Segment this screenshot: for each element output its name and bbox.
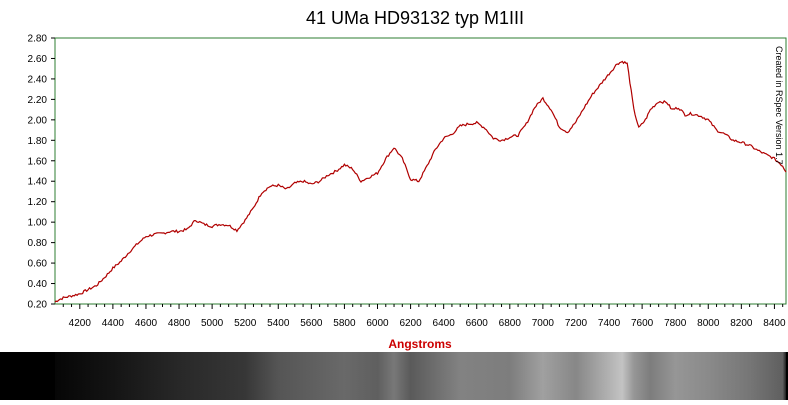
x-tick-label: 5200: [234, 318, 257, 329]
x-tick-label: 5000: [201, 318, 224, 329]
x-tick-label: 4200: [69, 318, 92, 329]
x-tick-label: 8200: [730, 318, 753, 329]
x-axis-label: Angstroms: [388, 337, 452, 351]
y-tick-label: 2.20: [28, 95, 48, 106]
x-tick-label: 8400: [763, 318, 786, 329]
x-tick-label: 4400: [102, 318, 125, 329]
series-line: [54, 60, 787, 303]
y-tick-label: 0.60: [28, 259, 48, 270]
y-tick-label: 2.80: [28, 34, 48, 45]
y-tick-label: 1.00: [28, 218, 48, 229]
y-tick-label: 1.40: [28, 177, 48, 188]
x-tick-label: 4800: [168, 318, 191, 329]
x-tick-label: 7200: [565, 318, 588, 329]
x-axis: 4200 4400 4600 4800 5000 5200 5400 5600 5800 6000…: [62, 304, 786, 329]
x-tick-label: 5800: [333, 318, 356, 329]
y-tick-label: 1.60: [28, 156, 48, 167]
x-tick-label: 7000: [532, 318, 555, 329]
y-tick-label: 1.80: [28, 136, 48, 147]
x-tick-label: 5400: [267, 318, 290, 329]
y-tick-label: 0.20: [28, 300, 48, 311]
y-tick-label: 2.00: [28, 115, 48, 126]
y-tick-label: 2.40: [28, 74, 48, 85]
x-tick-label: 6800: [499, 318, 522, 329]
x-tick-label: 8000: [697, 318, 720, 329]
x-tick-label: 6000: [366, 318, 389, 329]
chart-title: 41 UMa HD93132 typ M1III: [306, 8, 524, 28]
y-tick-label: 1.20: [28, 197, 48, 208]
x-tick-label: 5600: [300, 318, 323, 329]
plot-frame: [54, 37, 787, 305]
spectrum-strip: [55, 352, 786, 400]
x-tick-label: 4600: [135, 318, 158, 329]
watermark-text: Created in RSpec Version 1.7: [774, 46, 784, 165]
x-tick-label: 7600: [631, 318, 654, 329]
y-tick-label: 0.40: [28, 279, 48, 290]
y-axis: 0.20 0.40 0.60 0.80 1.00 1.20 1.40 1.60 1.80 2.00…: [28, 34, 55, 311]
y-tick-label: 2.60: [28, 54, 48, 65]
x-tick-label: 6200: [399, 318, 422, 329]
x-tick-label: 6600: [466, 318, 489, 329]
x-tick-label: 6400: [433, 318, 456, 329]
x-tick-label: 7800: [664, 318, 687, 329]
y-tick-label: 0.80: [28, 238, 48, 249]
x-tick-label: 7400: [598, 318, 621, 329]
